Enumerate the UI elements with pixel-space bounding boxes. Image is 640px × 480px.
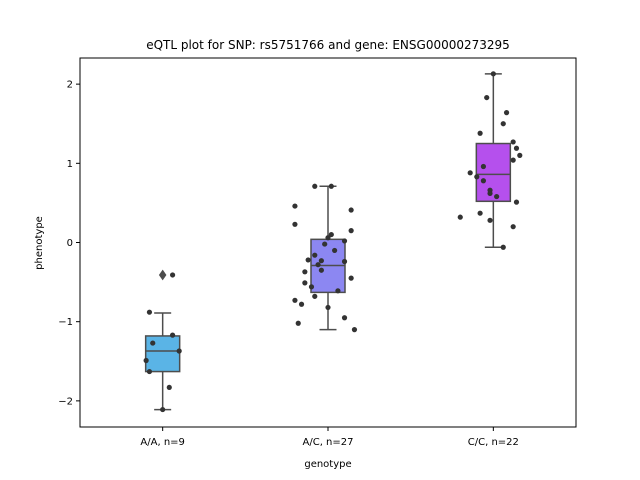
data-point <box>302 280 308 286</box>
y-tick-label: 0 <box>67 238 73 249</box>
outlier-marker <box>158 269 167 281</box>
data-point <box>292 203 298 209</box>
data-point <box>146 368 153 375</box>
data-point <box>500 121 506 127</box>
data-point <box>322 241 328 247</box>
data-point <box>169 332 176 338</box>
data-point <box>513 199 520 205</box>
data-point <box>503 110 510 116</box>
y-tick-label: −1 <box>58 317 73 328</box>
data-point <box>341 258 348 265</box>
box-group <box>144 269 181 411</box>
data-point <box>510 224 516 230</box>
y-axis: −2 −1 0 1 2 <box>58 80 80 407</box>
data-point <box>513 145 520 151</box>
data-point <box>477 130 483 136</box>
x-tick-label: A/C, n=27 <box>303 437 354 448</box>
data-point <box>318 258 324 264</box>
data-point <box>312 293 318 299</box>
data-point <box>341 315 348 321</box>
data-point <box>298 301 305 307</box>
data-point <box>348 228 354 234</box>
data-point <box>166 384 172 391</box>
x-axis-label: genotype <box>304 459 351 470</box>
data-point <box>500 244 506 250</box>
data-point <box>302 269 308 275</box>
strip-points <box>292 183 358 333</box>
data-point <box>510 157 516 163</box>
data-point <box>510 139 516 145</box>
data-point <box>348 275 354 281</box>
data-point <box>328 231 334 238</box>
box-iqr <box>475 142 512 203</box>
box-iqr <box>144 335 181 373</box>
data-point <box>160 406 166 413</box>
data-point <box>292 297 298 303</box>
data-point <box>143 357 149 364</box>
data-point <box>341 238 348 244</box>
data-point <box>325 235 331 241</box>
data-point <box>315 262 321 268</box>
y-tick-label: 2 <box>67 80 73 91</box>
data-point <box>487 190 493 197</box>
data-point <box>318 267 324 273</box>
data-point <box>348 207 354 213</box>
data-point <box>169 272 176 278</box>
strip-points <box>143 272 182 413</box>
data-point <box>328 183 334 189</box>
data-point <box>477 210 483 216</box>
data-point <box>292 221 298 227</box>
data-point <box>332 247 338 254</box>
data-point <box>335 288 341 294</box>
data-point <box>312 183 318 189</box>
data-point <box>150 340 156 346</box>
data-point <box>484 94 490 101</box>
data-point <box>474 174 480 180</box>
plot-area <box>79 57 577 428</box>
data-point <box>480 163 487 170</box>
x-tick-label: C/C, n=22 <box>468 437 519 448</box>
y-tick-label: −2 <box>58 396 73 407</box>
data-point <box>494 193 500 200</box>
x-axis: A/A, n=9 A/C, n=27 C/C, n=22 <box>140 427 519 448</box>
x-tick-label: A/A, n=9 <box>140 437 185 448</box>
box-group <box>475 73 512 249</box>
data-point <box>351 327 358 333</box>
data-point <box>457 214 463 220</box>
data-point <box>467 170 473 176</box>
data-point <box>308 284 315 290</box>
data-point <box>146 309 153 315</box>
y-tick-label: 1 <box>67 159 73 170</box>
y-axis-label: phenotype <box>34 216 45 270</box>
data-point <box>312 252 318 258</box>
data-point <box>325 304 331 311</box>
strip-points <box>457 71 523 250</box>
data-point <box>480 178 487 184</box>
data-point <box>487 217 493 223</box>
chart-title: eQTL plot for SNP: rs5751766 and gene: E… <box>146 38 510 52</box>
data-point <box>517 152 523 158</box>
data-point <box>295 320 301 326</box>
data-point <box>176 348 182 354</box>
data-point <box>305 257 311 263</box>
data-point <box>490 71 496 77</box>
